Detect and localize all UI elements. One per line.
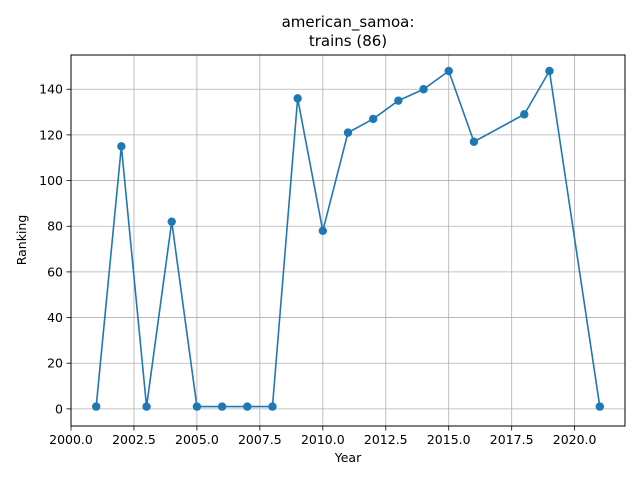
x-tick-label: 2020.0 <box>553 432 597 447</box>
plot-frame <box>70 54 626 427</box>
data-point <box>469 137 479 146</box>
x-tick-label: 2012.5 <box>364 432 408 447</box>
data-point <box>394 96 403 105</box>
data-point <box>117 142 126 151</box>
data-point <box>318 226 328 235</box>
data-point <box>343 128 353 137</box>
series-layer <box>91 66 605 411</box>
data-point <box>142 402 151 411</box>
data-point <box>595 402 605 411</box>
x-tick-label: 2005.0 <box>175 432 219 447</box>
x-axis-label: Year <box>334 450 362 465</box>
data-point <box>167 217 176 226</box>
grid <box>70 55 625 426</box>
y-axis-label: Ranking <box>14 215 29 266</box>
y-tick-label: 20 <box>47 356 63 371</box>
x-tick-label: 2007.5 <box>238 432 282 447</box>
y-tick-label: 40 <box>47 310 63 325</box>
data-point <box>520 110 529 119</box>
x-axis: 2000.0 2002.5 2005.0 2007.5 2010.0 2012.5 2015… <box>49 426 597 447</box>
data-point <box>419 85 428 94</box>
x-tick-label: 2000.0 <box>49 432 93 447</box>
data-point <box>217 402 227 411</box>
chart-title-line-2: trains (86) <box>309 32 387 50</box>
data-point <box>268 402 277 411</box>
y-tick-label: 140 <box>39 82 63 97</box>
y-tick-label: 120 <box>39 127 63 142</box>
y-tick-label: 60 <box>47 264 63 279</box>
x-tick-label: 2015.0 <box>427 432 471 447</box>
data-point <box>444 66 453 76</box>
x-tick-label: 2017.5 <box>490 432 534 447</box>
y-tick-label: 80 <box>47 219 63 234</box>
y-tick-label: 0 <box>55 401 63 416</box>
x-tick-label: 2010.0 <box>301 432 345 447</box>
data-point <box>91 402 101 411</box>
data-point <box>545 66 554 76</box>
data-point <box>192 402 202 411</box>
data-point <box>293 94 302 103</box>
data-point <box>243 402 252 411</box>
chart-title-line-1: american_samoa: <box>282 13 415 32</box>
y-tick-label: 100 <box>39 173 63 188</box>
y-axis: 0 20 40 60 80 100 120 140 <box>39 82 71 416</box>
data-point <box>368 114 378 124</box>
x-tick-label: 2002.5 <box>112 432 156 447</box>
